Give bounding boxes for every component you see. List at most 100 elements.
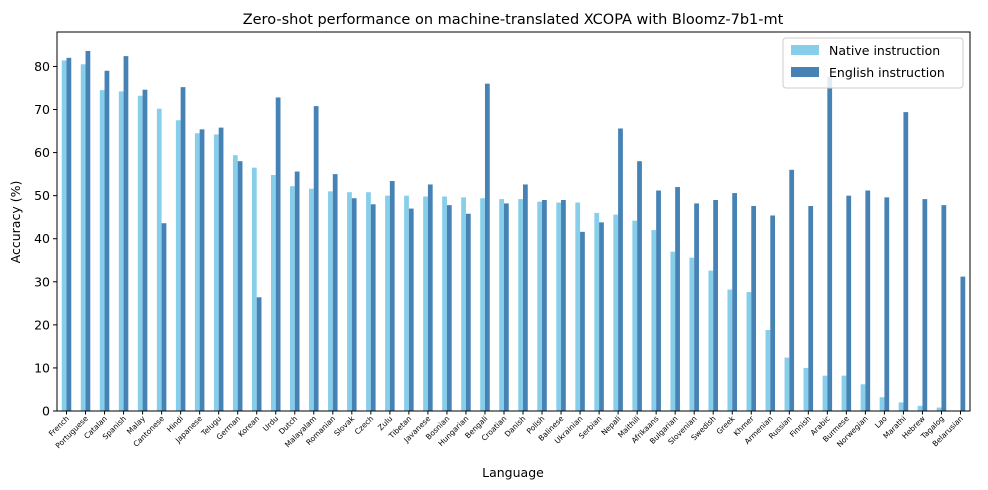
bar-native-zulu [385,195,390,411]
bar-native-hungarian [461,197,466,411]
bar-native-slovak [347,192,352,411]
bar-native-german [232,155,238,411]
y-tick-label: 70 [34,102,50,117]
bar-native-javanese [423,196,428,411]
x-axis-label: Language [482,465,544,480]
bar-english-polish [542,199,547,411]
y-tick-label: 10 [34,360,50,375]
bar-native-nepali [613,214,619,411]
bar-english-malayalam [313,106,319,411]
bar-native-portuguese [80,64,86,412]
bar-native-ukrainian [575,202,581,411]
legend-swatch-english [791,67,819,77]
bar-native-czech [366,192,371,411]
bar-english-french [66,57,72,412]
bar-native-slovenian [689,257,695,411]
bar-english-czech [370,204,376,411]
bar-native-polish [537,201,543,411]
bar-native-lao [879,397,885,411]
bar-native-finnish [803,367,809,411]
bar-english-tibetan [408,208,414,411]
bar-english-greek [732,193,737,411]
bar-native-arabic [822,375,828,411]
bar-english-croatian [503,203,509,411]
bar-english-bulgarian [675,187,680,411]
bar-native-maithili [632,220,638,411]
y-tick-label: 50 [34,188,50,203]
bar-english-tagalog [941,205,947,411]
bar-native-danish [518,199,524,411]
bar-english-portuguese [85,50,91,411]
bar-english-finnish [808,206,814,411]
bar-english-burmese [846,195,852,411]
bar-native-khmer [746,292,752,411]
bar-english-nepali [618,128,623,411]
bar-native-dutch [290,186,295,411]
bar-native-telugu [213,134,219,411]
bar-english-japanese [199,129,205,411]
bar-english-javanese [427,184,433,411]
bar-english-khmer [751,206,757,411]
plot-area [61,50,966,412]
bar-english-telugu [218,127,224,412]
bar-english-slovak [351,198,357,411]
bar-native-french [61,60,67,412]
bar-english-korean [256,297,262,411]
y-tick-label: 80 [34,59,50,74]
legend-label-native: Native instruction [829,43,940,58]
x-tick-label-slovak: Slovak [332,414,356,438]
bar-native-swedish [708,270,714,411]
bar-native-tagalog [936,407,942,411]
bar-english-catalan [104,70,110,411]
bar-english-belarusian [960,276,966,411]
bar-english-swedish [713,199,718,411]
bar-native-catalan [99,90,105,411]
bar-english-romanian [332,174,338,412]
bar-native-malayalam [309,188,314,411]
bar-native-balinese [556,202,562,411]
bar-english-malay [142,89,148,412]
bar-english-zulu [389,181,395,411]
bar-english-marathi [903,112,909,412]
bar-native-tibetan [404,195,409,411]
y-tick-label: 20 [34,317,50,332]
bar-english-hungarian [465,213,471,411]
x-tick-label-korean: Korean [236,414,261,439]
x-tick-label-czech: Czech [353,414,376,437]
bar-native-bulgarian [670,251,676,411]
y-tick-label: 0 [42,404,50,419]
legend-swatch-native [791,45,819,55]
bar-english-danish [523,184,528,411]
bar-native-malay [137,95,143,412]
bar-english-armenian [770,215,776,411]
bar-english-dutch [294,171,300,411]
bar-english-bosnian [446,205,452,411]
x-tick-label-finnish: Finnish [788,414,813,439]
bar-english-russian [789,169,795,411]
y-tick-label: 60 [34,145,50,160]
bar-native-bosnian [442,196,447,411]
bar-native-romanian [328,191,333,411]
bar-native-serbian [594,212,600,411]
bar-native-russian [784,357,790,411]
bar-native-hindi [175,120,181,411]
plot-frame [56,31,971,412]
bar-native-urdu [270,174,276,411]
bar-english-cantonese [161,223,167,411]
bar-english-slovenian [694,203,699,411]
bar-native-norwegian [860,384,866,411]
bar-native-hebrew [917,405,923,411]
bar-english-spanish [123,56,129,412]
y-tick-label: 30 [34,274,50,289]
bar-english-arabic [827,76,833,411]
x-tick-label-danish: Danish [503,414,528,439]
bar-english-lao [884,197,890,411]
legend: Native instruction English instruction [782,37,964,89]
bar-english-bengali [484,83,490,412]
bar-english-serbian [599,222,604,411]
bar-english-hebrew [922,199,928,411]
bar-native-japanese [194,133,200,411]
bar-native-korean [251,167,257,411]
bar-english-urdu [275,97,281,412]
